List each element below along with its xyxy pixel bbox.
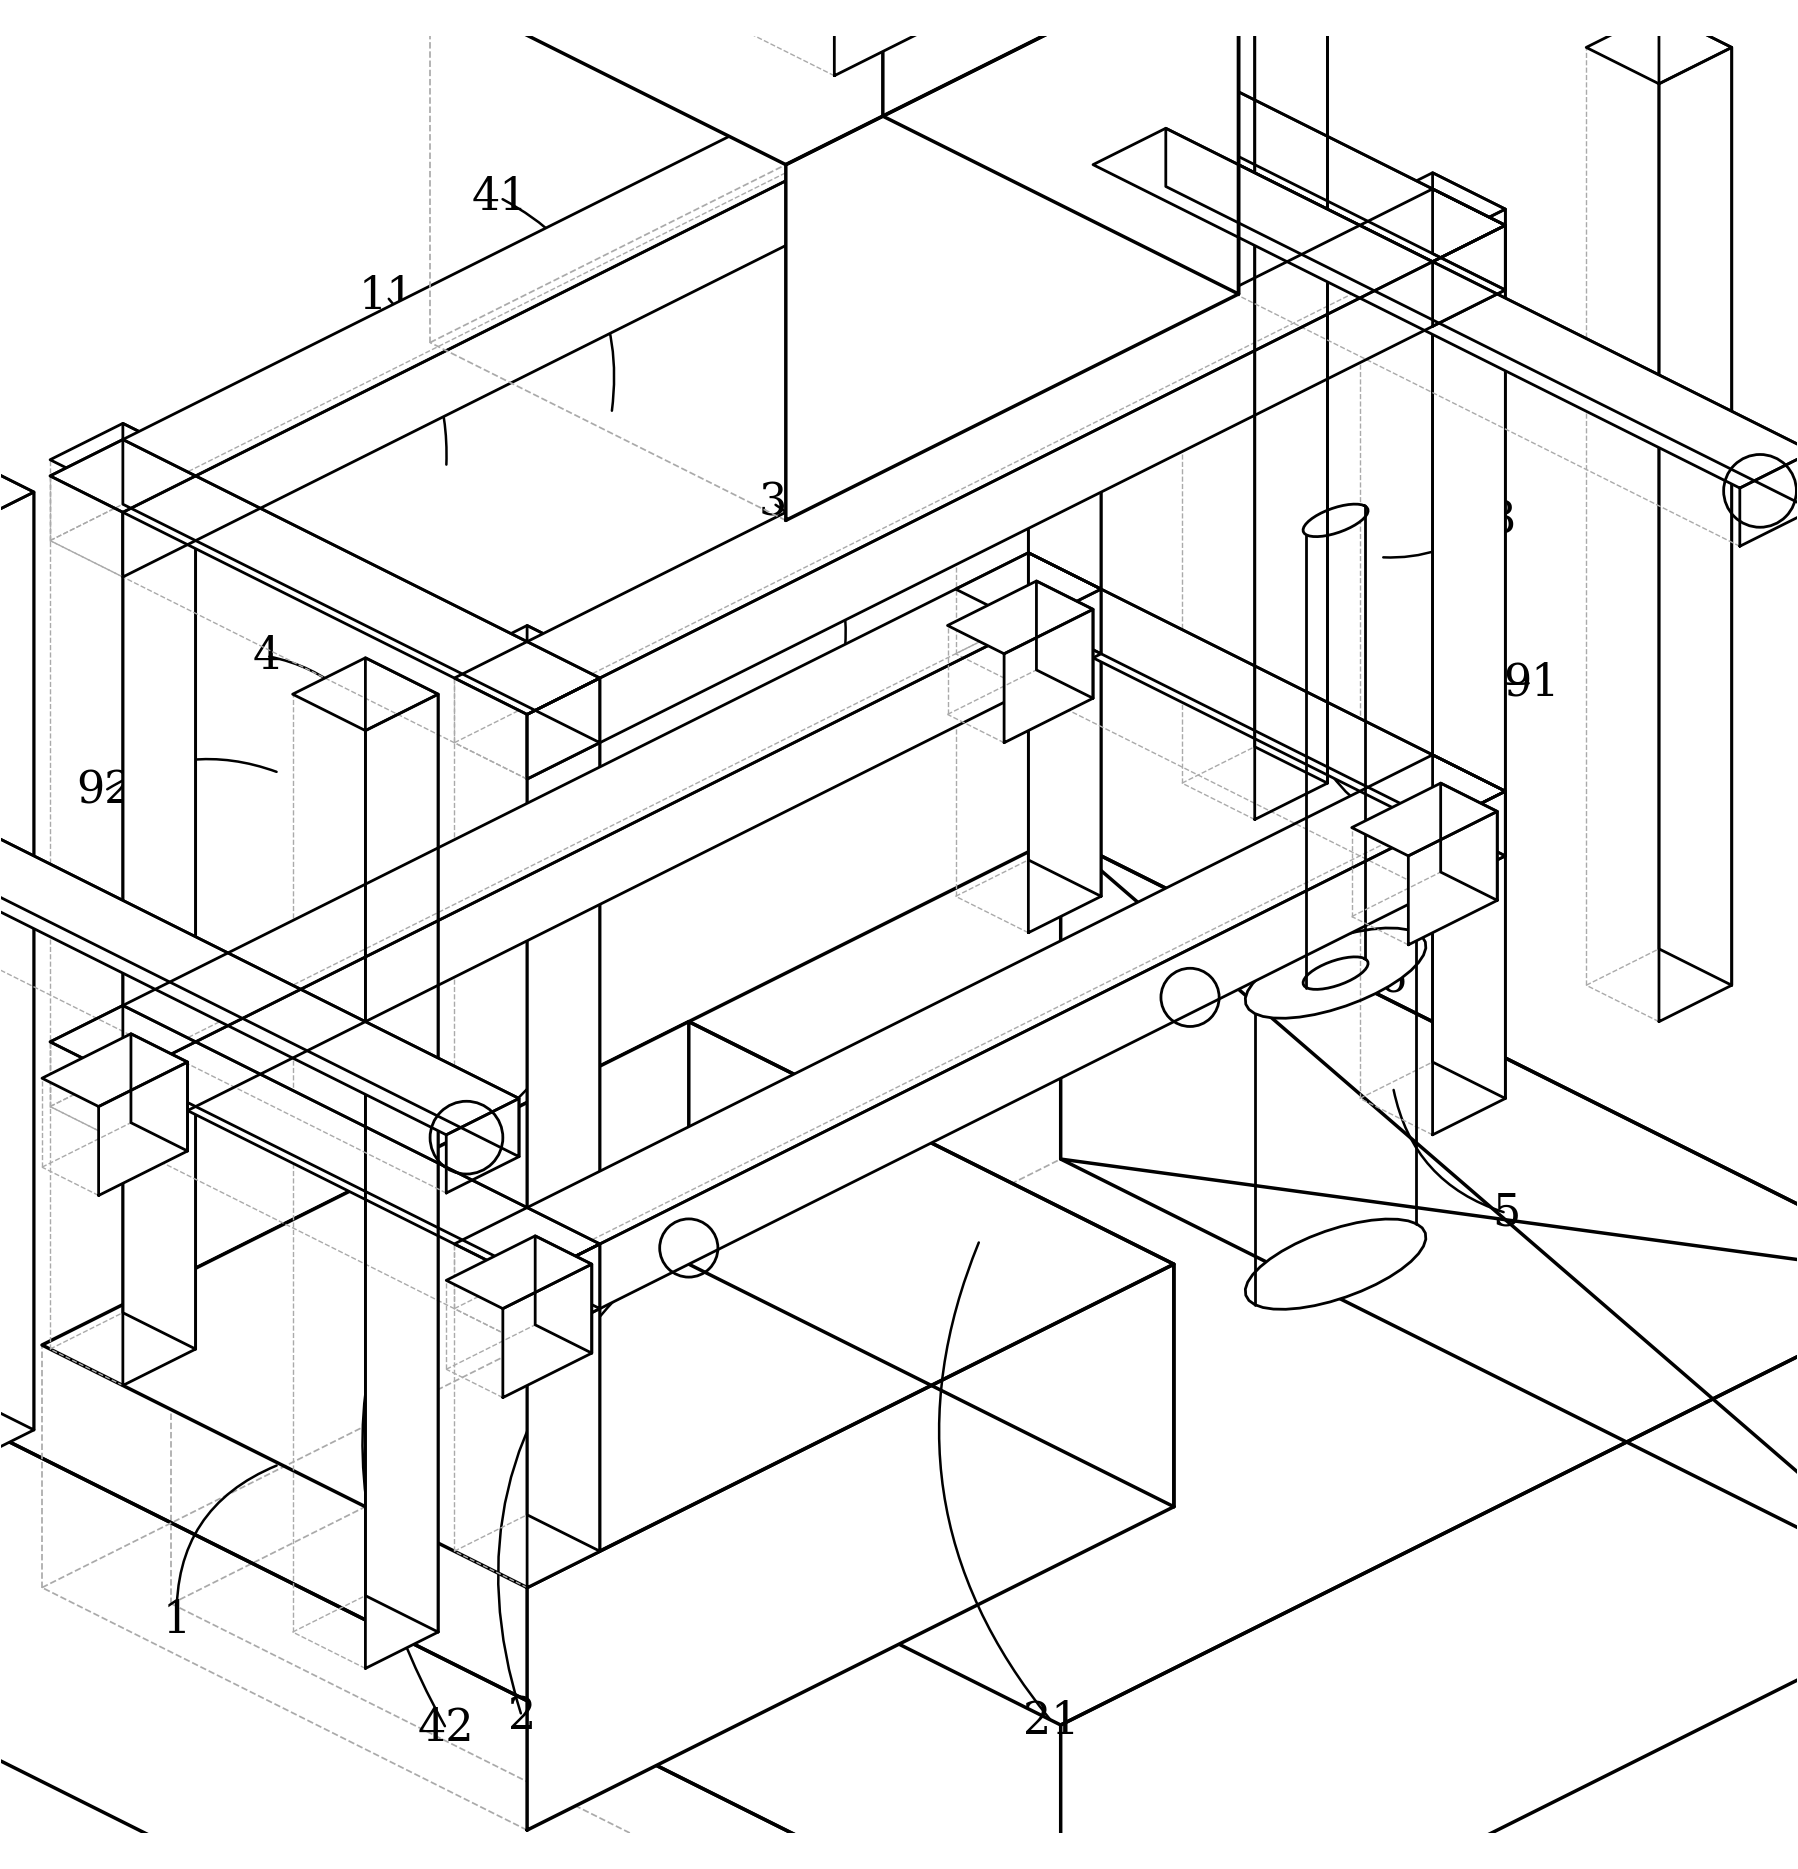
Polygon shape <box>948 581 1093 654</box>
Polygon shape <box>0 1847 818 1869</box>
Polygon shape <box>527 1263 1174 1830</box>
Polygon shape <box>1586 11 1731 84</box>
Polygon shape <box>1433 189 1505 290</box>
Polygon shape <box>1036 581 1093 699</box>
Polygon shape <box>455 755 1505 1280</box>
Polygon shape <box>1433 172 1505 1099</box>
Polygon shape <box>0 456 34 1430</box>
Polygon shape <box>1433 791 1505 892</box>
Polygon shape <box>1061 835 1798 1604</box>
Polygon shape <box>536 1235 592 1353</box>
Text: 3: 3 <box>759 482 788 525</box>
Polygon shape <box>365 693 439 1669</box>
Polygon shape <box>122 460 196 1385</box>
Polygon shape <box>527 1245 601 1346</box>
Polygon shape <box>99 1062 187 1196</box>
Polygon shape <box>786 0 1239 520</box>
Text: 91: 91 <box>1503 662 1559 705</box>
Polygon shape <box>50 439 601 714</box>
Polygon shape <box>1028 553 1505 856</box>
Polygon shape <box>1028 0 1100 897</box>
Polygon shape <box>455 626 601 699</box>
Polygon shape <box>527 678 601 779</box>
Text: 42: 42 <box>417 1706 475 1749</box>
Polygon shape <box>1304 505 1368 536</box>
Polygon shape <box>446 1099 520 1192</box>
Polygon shape <box>883 0 1239 293</box>
Polygon shape <box>50 1006 601 1280</box>
Polygon shape <box>1255 0 1327 783</box>
Text: 2: 2 <box>507 1695 536 1738</box>
Polygon shape <box>122 22 1100 578</box>
Text: 4: 4 <box>252 634 280 678</box>
Polygon shape <box>446 1235 592 1308</box>
Polygon shape <box>503 1263 592 1398</box>
Polygon shape <box>1408 811 1498 946</box>
Text: 21: 21 <box>1023 1699 1081 1744</box>
Text: 1: 1 <box>162 1600 191 1643</box>
Polygon shape <box>1028 553 1100 654</box>
Polygon shape <box>1246 929 1426 1019</box>
Polygon shape <box>1003 609 1093 742</box>
Polygon shape <box>527 662 601 1587</box>
Polygon shape <box>0 456 34 529</box>
Polygon shape <box>41 1034 187 1106</box>
Polygon shape <box>527 791 1505 1346</box>
Polygon shape <box>1352 783 1498 856</box>
Polygon shape <box>131 1034 187 1151</box>
Polygon shape <box>0 1402 818 1869</box>
Polygon shape <box>527 226 1505 779</box>
Polygon shape <box>365 658 439 1632</box>
Polygon shape <box>1433 755 1505 856</box>
Polygon shape <box>1440 783 1498 901</box>
Text: 6: 6 <box>1379 957 1408 1002</box>
Text: 11: 11 <box>360 275 415 318</box>
Polygon shape <box>1660 47 1731 1022</box>
Polygon shape <box>293 658 439 731</box>
Polygon shape <box>41 1022 1174 1587</box>
Text: 5: 5 <box>1492 1191 1521 1235</box>
Polygon shape <box>430 0 1239 164</box>
Polygon shape <box>1028 0 1505 290</box>
Text: 41: 41 <box>471 176 529 219</box>
Polygon shape <box>689 1022 1174 1506</box>
Polygon shape <box>527 626 601 1551</box>
Polygon shape <box>0 1402 818 1869</box>
Polygon shape <box>1165 129 1798 510</box>
Polygon shape <box>0 776 520 1157</box>
Polygon shape <box>122 589 1100 1144</box>
Polygon shape <box>955 0 1505 262</box>
Polygon shape <box>122 424 196 1349</box>
Polygon shape <box>1093 129 1798 488</box>
Polygon shape <box>171 835 1798 1725</box>
Polygon shape <box>1740 452 1798 546</box>
Polygon shape <box>122 439 601 742</box>
Polygon shape <box>122 1006 601 1308</box>
Text: 93: 93 <box>1460 499 1516 542</box>
Polygon shape <box>1028 7 1100 933</box>
Polygon shape <box>455 189 1505 714</box>
Polygon shape <box>834 0 996 77</box>
Polygon shape <box>1028 0 1100 88</box>
Polygon shape <box>1660 11 1731 985</box>
Polygon shape <box>0 492 34 1467</box>
Polygon shape <box>50 424 196 495</box>
Polygon shape <box>1433 226 1505 327</box>
Polygon shape <box>1255 0 1327 819</box>
Text: 92: 92 <box>77 770 133 813</box>
Polygon shape <box>50 553 1100 1078</box>
Polygon shape <box>1246 1219 1426 1310</box>
Polygon shape <box>1061 1280 1798 1869</box>
Text: 9: 9 <box>1415 806 1444 849</box>
Polygon shape <box>0 776 520 1134</box>
Polygon shape <box>955 0 1100 43</box>
Polygon shape <box>955 553 1505 828</box>
Polygon shape <box>1359 172 1505 245</box>
Polygon shape <box>1433 209 1505 1134</box>
Polygon shape <box>50 0 1100 512</box>
